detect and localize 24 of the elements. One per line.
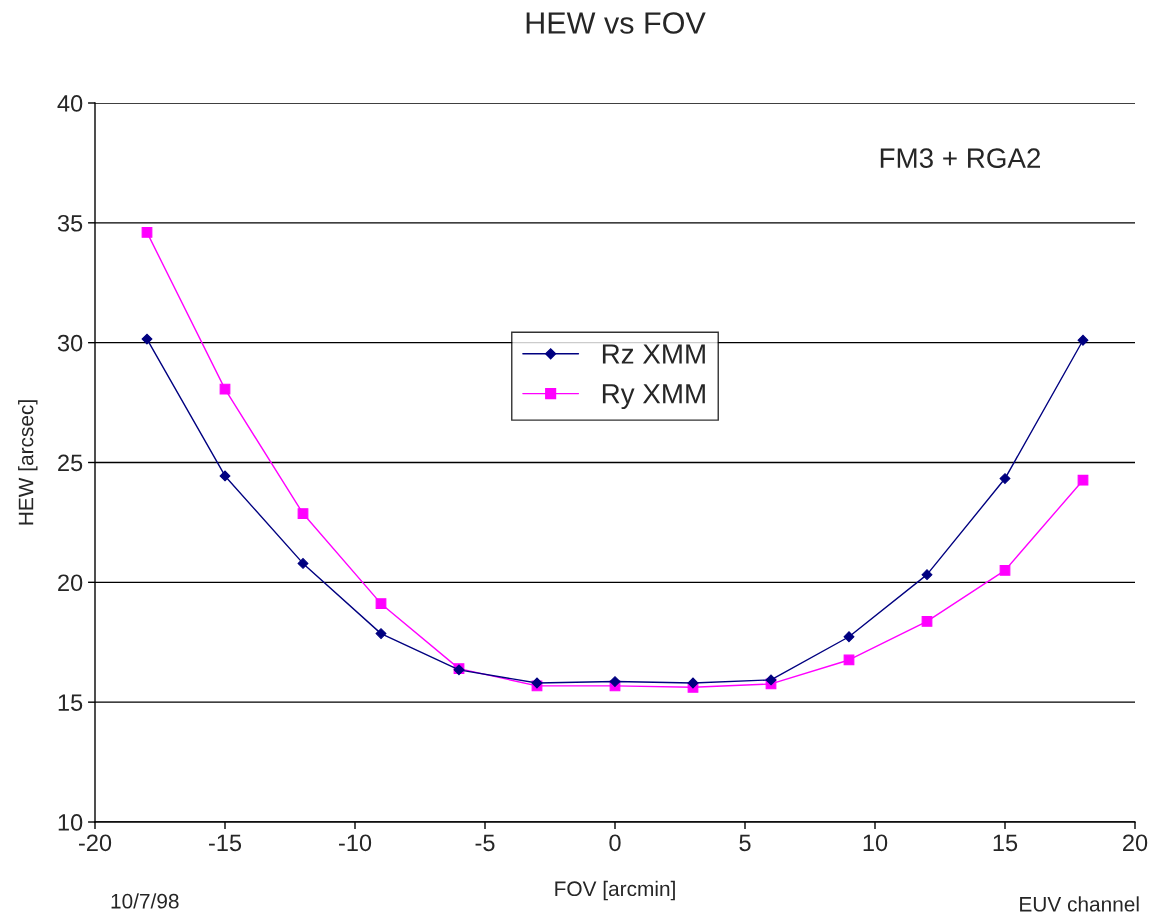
x-tick-label: 10	[863, 834, 888, 852]
x-tick-label: -10	[338, 834, 372, 852]
x-tick-label: 5	[739, 834, 751, 852]
y-tick-label: 20	[58, 574, 83, 592]
y-tick-label: 30	[57, 334, 83, 352]
y-tick-label: 35	[57, 214, 83, 232]
x-tick-label: 15	[993, 834, 1018, 852]
chart-title: HEW vs FOV	[526, 12, 706, 34]
x-tick-label: 0	[609, 834, 621, 852]
legend-label: Rz XMM	[602, 344, 705, 364]
y-tick-label: 40	[57, 95, 83, 112]
y-tick-label: 10	[58, 814, 83, 831]
text: 10/7/98	[111, 893, 179, 909]
x-tick-label: -20	[78, 834, 112, 852]
legend-label: Ry XMM	[602, 384, 705, 410]
x-tick-label: 20	[1123, 834, 1148, 852]
x-tick-label: -15	[208, 834, 242, 852]
y-tick-label: 25	[58, 454, 83, 472]
y-tick-label: 15	[58, 694, 83, 711]
annotation: FM3 + RGA2	[880, 148, 1041, 168]
text: EUV channel	[1020, 896, 1139, 912]
x-axis-title: FOV [arcmin]	[555, 880, 675, 901]
y-axis-title: HEW [arcsec]	[18, 400, 38, 525]
x-tick-label: -5	[475, 834, 495, 852]
